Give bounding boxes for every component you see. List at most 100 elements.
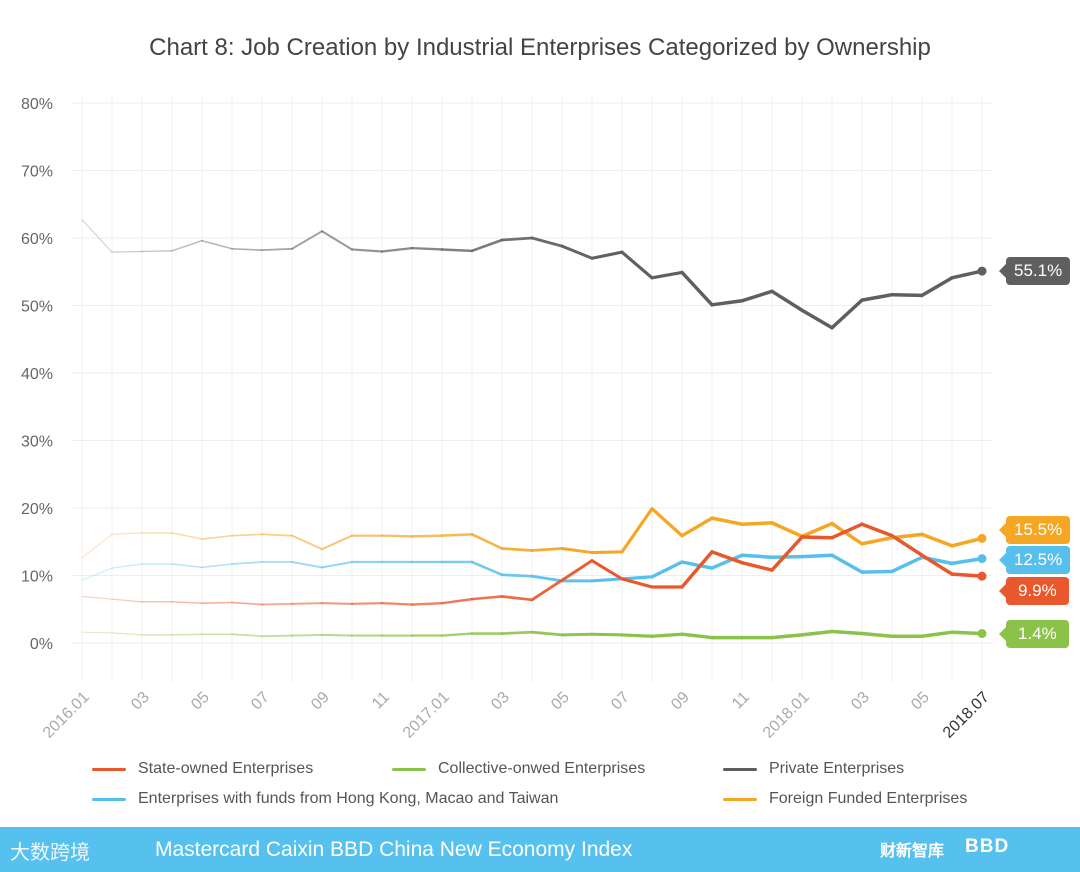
series-segment-enterprises-with-funds-from-hong-kong-macao-and-taiwan — [770, 554, 804, 560]
series-segment-state-owned-enterprises — [890, 533, 924, 557]
y-tick-label: 20% — [21, 501, 53, 518]
x-tick-label: 11 — [729, 689, 753, 713]
logo-caixin-insight: 财新智库 — [880, 843, 945, 860]
series-segment-enterprises-with-funds-from-hong-kong-macao-and-taiwan — [740, 553, 774, 560]
series-segment-private-enterprises — [590, 250, 624, 260]
y-tick-label: 80% — [21, 96, 53, 113]
x-tick-label: 2017.01 — [400, 689, 453, 742]
series-segment-collective-onwed-enterprises — [920, 630, 954, 638]
series-segment-enterprises-with-funds-from-hong-kong-macao-and-taiwan — [231, 561, 263, 565]
series-segment-foreign-funded-enterprises — [500, 547, 534, 552]
series-segment-foreign-funded-enterprises — [261, 533, 293, 537]
y-tick-label: 0% — [30, 636, 53, 653]
series-segment-state-owned-enterprises — [830, 522, 864, 540]
series-segment-foreign-funded-enterprises — [950, 536, 984, 548]
series-segment-collective-onwed-enterprises — [770, 633, 804, 640]
series-segment-state-owned-enterprises — [740, 560, 774, 572]
y-tick-label: 70% — [21, 164, 53, 181]
series-segment-enterprises-with-funds-from-hong-kong-macao-and-taiwan — [830, 553, 864, 574]
series-segment-state-owned-enterprises — [261, 602, 293, 606]
footer-bar: 大数跨境 Mastercard Caixin BBD China New Eco… — [0, 827, 1080, 872]
end-point-private-enterprises — [977, 266, 987, 276]
series-segment-state-owned-enterprises — [201, 601, 233, 604]
series-segment-foreign-funded-enterprises — [410, 534, 444, 538]
series-segment-collective-onwed-enterprises — [500, 630, 534, 635]
series-segment-state-owned-enterprises — [350, 602, 384, 605]
series-segment-private-enterprises — [830, 298, 864, 330]
series-segment-foreign-funded-enterprises — [920, 532, 954, 548]
series-segment-enterprises-with-funds-from-hong-kong-macao-and-taiwan — [800, 553, 834, 559]
legend-item-foreign: Foreign Funded Enterprises — [723, 790, 967, 808]
series-segment-state-owned-enterprises — [380, 602, 414, 606]
legend-label: Collective-onwed Enterprises — [438, 760, 646, 777]
footer-title: Mastercard Caixin BBD China New Economy … — [155, 838, 633, 861]
series-segment-enterprises-with-funds-from-hong-kong-macao-and-taiwan — [201, 563, 233, 569]
series-segment-private-enterprises — [350, 248, 384, 253]
series-segment-foreign-funded-enterprises — [830, 521, 864, 546]
series-segment-state-owned-enterprises — [410, 601, 444, 606]
y-tick-label: 30% — [21, 434, 53, 451]
legend-item-collective: Collective-onwed Enterprises — [392, 760, 645, 778]
series-segment-state-owned-enterprises — [620, 577, 654, 589]
logo-bbd: BBD — [965, 836, 1010, 857]
series-segment-state-owned-enterprises — [770, 535, 804, 572]
series-segment-collective-onwed-enterprises — [650, 632, 684, 638]
series-segment-private-enterprises — [500, 236, 534, 242]
legend-swatch — [723, 797, 757, 801]
series-segment-private-enterprises — [320, 230, 354, 251]
series-segment-foreign-funded-enterprises — [380, 534, 414, 538]
series-segment-foreign-funded-enterprises — [680, 516, 714, 538]
series-segment-collective-onwed-enterprises — [560, 632, 594, 637]
x-tick-label: 2018.01 — [760, 689, 813, 742]
series-segment-private-enterprises — [440, 248, 474, 253]
series-segment-foreign-funded-enterprises — [470, 533, 504, 550]
series-segment-foreign-funded-enterprises — [800, 521, 834, 539]
series-segment-collective-onwed-enterprises — [111, 632, 143, 636]
series-segment-enterprises-with-funds-from-hong-kong-macao-and-taiwan — [530, 574, 564, 583]
y-tick-label: 10% — [21, 569, 53, 586]
series-segment-state-owned-enterprises — [81, 595, 113, 600]
series-segment-foreign-funded-enterprises — [770, 521, 804, 539]
series-segment-state-owned-enterprises — [111, 598, 143, 603]
series-segment-state-owned-enterprises — [320, 602, 354, 605]
legend-item-state-owned: State-owned Enterprises — [92, 760, 313, 778]
series-segment-state-owned-enterprises — [470, 595, 504, 601]
legend-swatch — [92, 767, 126, 771]
series-segment-foreign-funded-enterprises — [231, 533, 263, 537]
series-segment-state-owned-enterprises — [950, 572, 984, 578]
series-segment-state-owned-enterprises — [680, 550, 714, 589]
series-segment-foreign-funded-enterprises — [440, 533, 474, 537]
x-tick-label: 07 — [608, 689, 633, 714]
end-label-collective: 1.4% — [999, 620, 1069, 648]
series-segment-private-enterprises — [81, 219, 113, 253]
series-segment-collective-onwed-enterprises — [830, 629, 864, 636]
series-segment-enterprises-with-funds-from-hong-kong-macao-and-taiwan — [81, 567, 113, 581]
series-segment-foreign-funded-enterprises — [320, 534, 354, 551]
x-tick-label: 07 — [248, 689, 273, 714]
series-segment-private-enterprises — [920, 276, 954, 298]
series-segment-private-enterprises — [560, 244, 594, 260]
series-segment-private-enterprises — [650, 270, 684, 280]
series-segment-private-enterprises — [530, 236, 564, 248]
series-segment-enterprises-with-funds-from-hong-kong-macao-and-taiwan — [620, 575, 654, 581]
series-segment-enterprises-with-funds-from-hong-kong-macao-and-taiwan — [111, 563, 143, 569]
x-tick-label: 03 — [848, 689, 873, 714]
series-segment-enterprises-with-funds-from-hong-kong-macao-and-taiwan — [500, 573, 534, 578]
series-segment-foreign-funded-enterprises — [81, 533, 113, 559]
legend-swatch — [723, 767, 757, 771]
series-segment-private-enterprises — [890, 292, 924, 298]
end-label-hk: 12.5% — [998, 546, 1071, 574]
series-segment-foreign-funded-enterprises — [650, 507, 684, 538]
series-segment-private-enterprises — [201, 239, 233, 250]
series-segment-private-enterprises — [231, 247, 263, 251]
series-segment-foreign-funded-enterprises — [740, 521, 774, 526]
series-segment-enterprises-with-funds-from-hong-kong-macao-and-taiwan — [470, 560, 504, 577]
series-segment-collective-onwed-enterprises — [440, 632, 474, 637]
series-segment-private-enterprises — [950, 269, 984, 280]
legend-swatch — [392, 767, 426, 771]
series-segment-state-owned-enterprises — [291, 602, 323, 605]
series-segment-enterprises-with-funds-from-hong-kong-macao-and-taiwan — [680, 560, 714, 570]
x-tick-label: 05 — [188, 689, 213, 714]
series-segment-enterprises-with-funds-from-hong-kong-macao-and-taiwan — [171, 563, 203, 569]
